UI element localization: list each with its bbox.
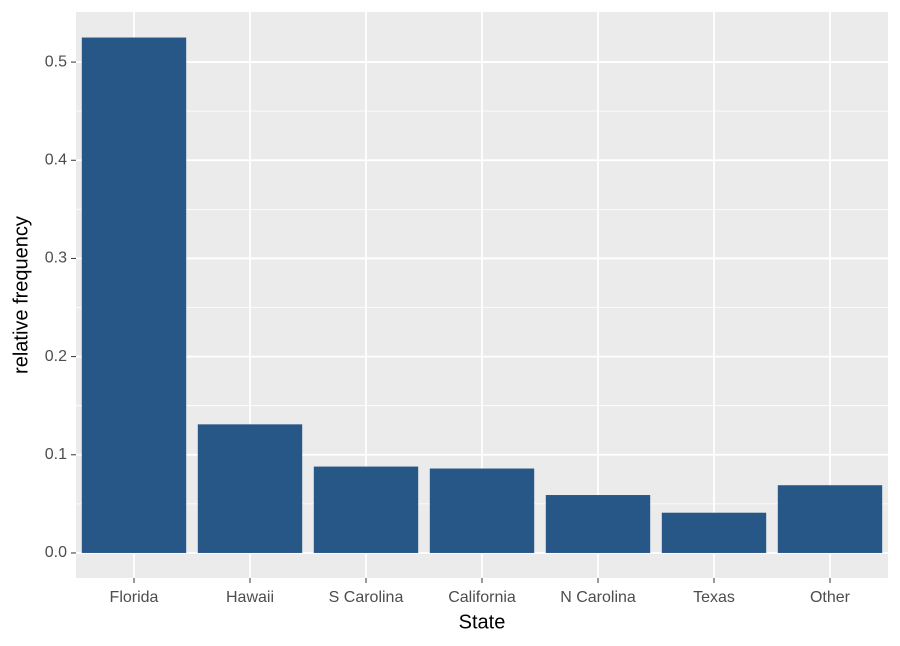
x-tick-label: Florida (110, 589, 159, 606)
y-tick-label: 0.0 (45, 544, 67, 561)
x-tick-label: Texas (693, 589, 735, 606)
bar (197, 424, 303, 553)
bar (313, 466, 419, 553)
bar (777, 485, 883, 553)
x-tick-label: N Carolina (560, 589, 636, 606)
bar (661, 512, 767, 553)
y-tick-label: 0.2 (45, 348, 67, 365)
x-axis-title: State (459, 611, 506, 633)
x-tick-label: California (448, 589, 516, 606)
y-tick-label: 0.4 (45, 151, 67, 168)
x-tick-label: S Carolina (329, 589, 404, 606)
x-tick-label: Other (810, 589, 851, 606)
y-tick-label: 0.3 (45, 250, 67, 267)
y-axis-title: relative frequency (10, 216, 32, 374)
y-tick-label: 0.5 (45, 53, 67, 70)
bar (545, 495, 651, 553)
bar (81, 37, 187, 553)
bar (429, 468, 535, 553)
x-tick-label: Hawaii (226, 589, 274, 606)
y-tick-label: 0.1 (45, 446, 67, 463)
